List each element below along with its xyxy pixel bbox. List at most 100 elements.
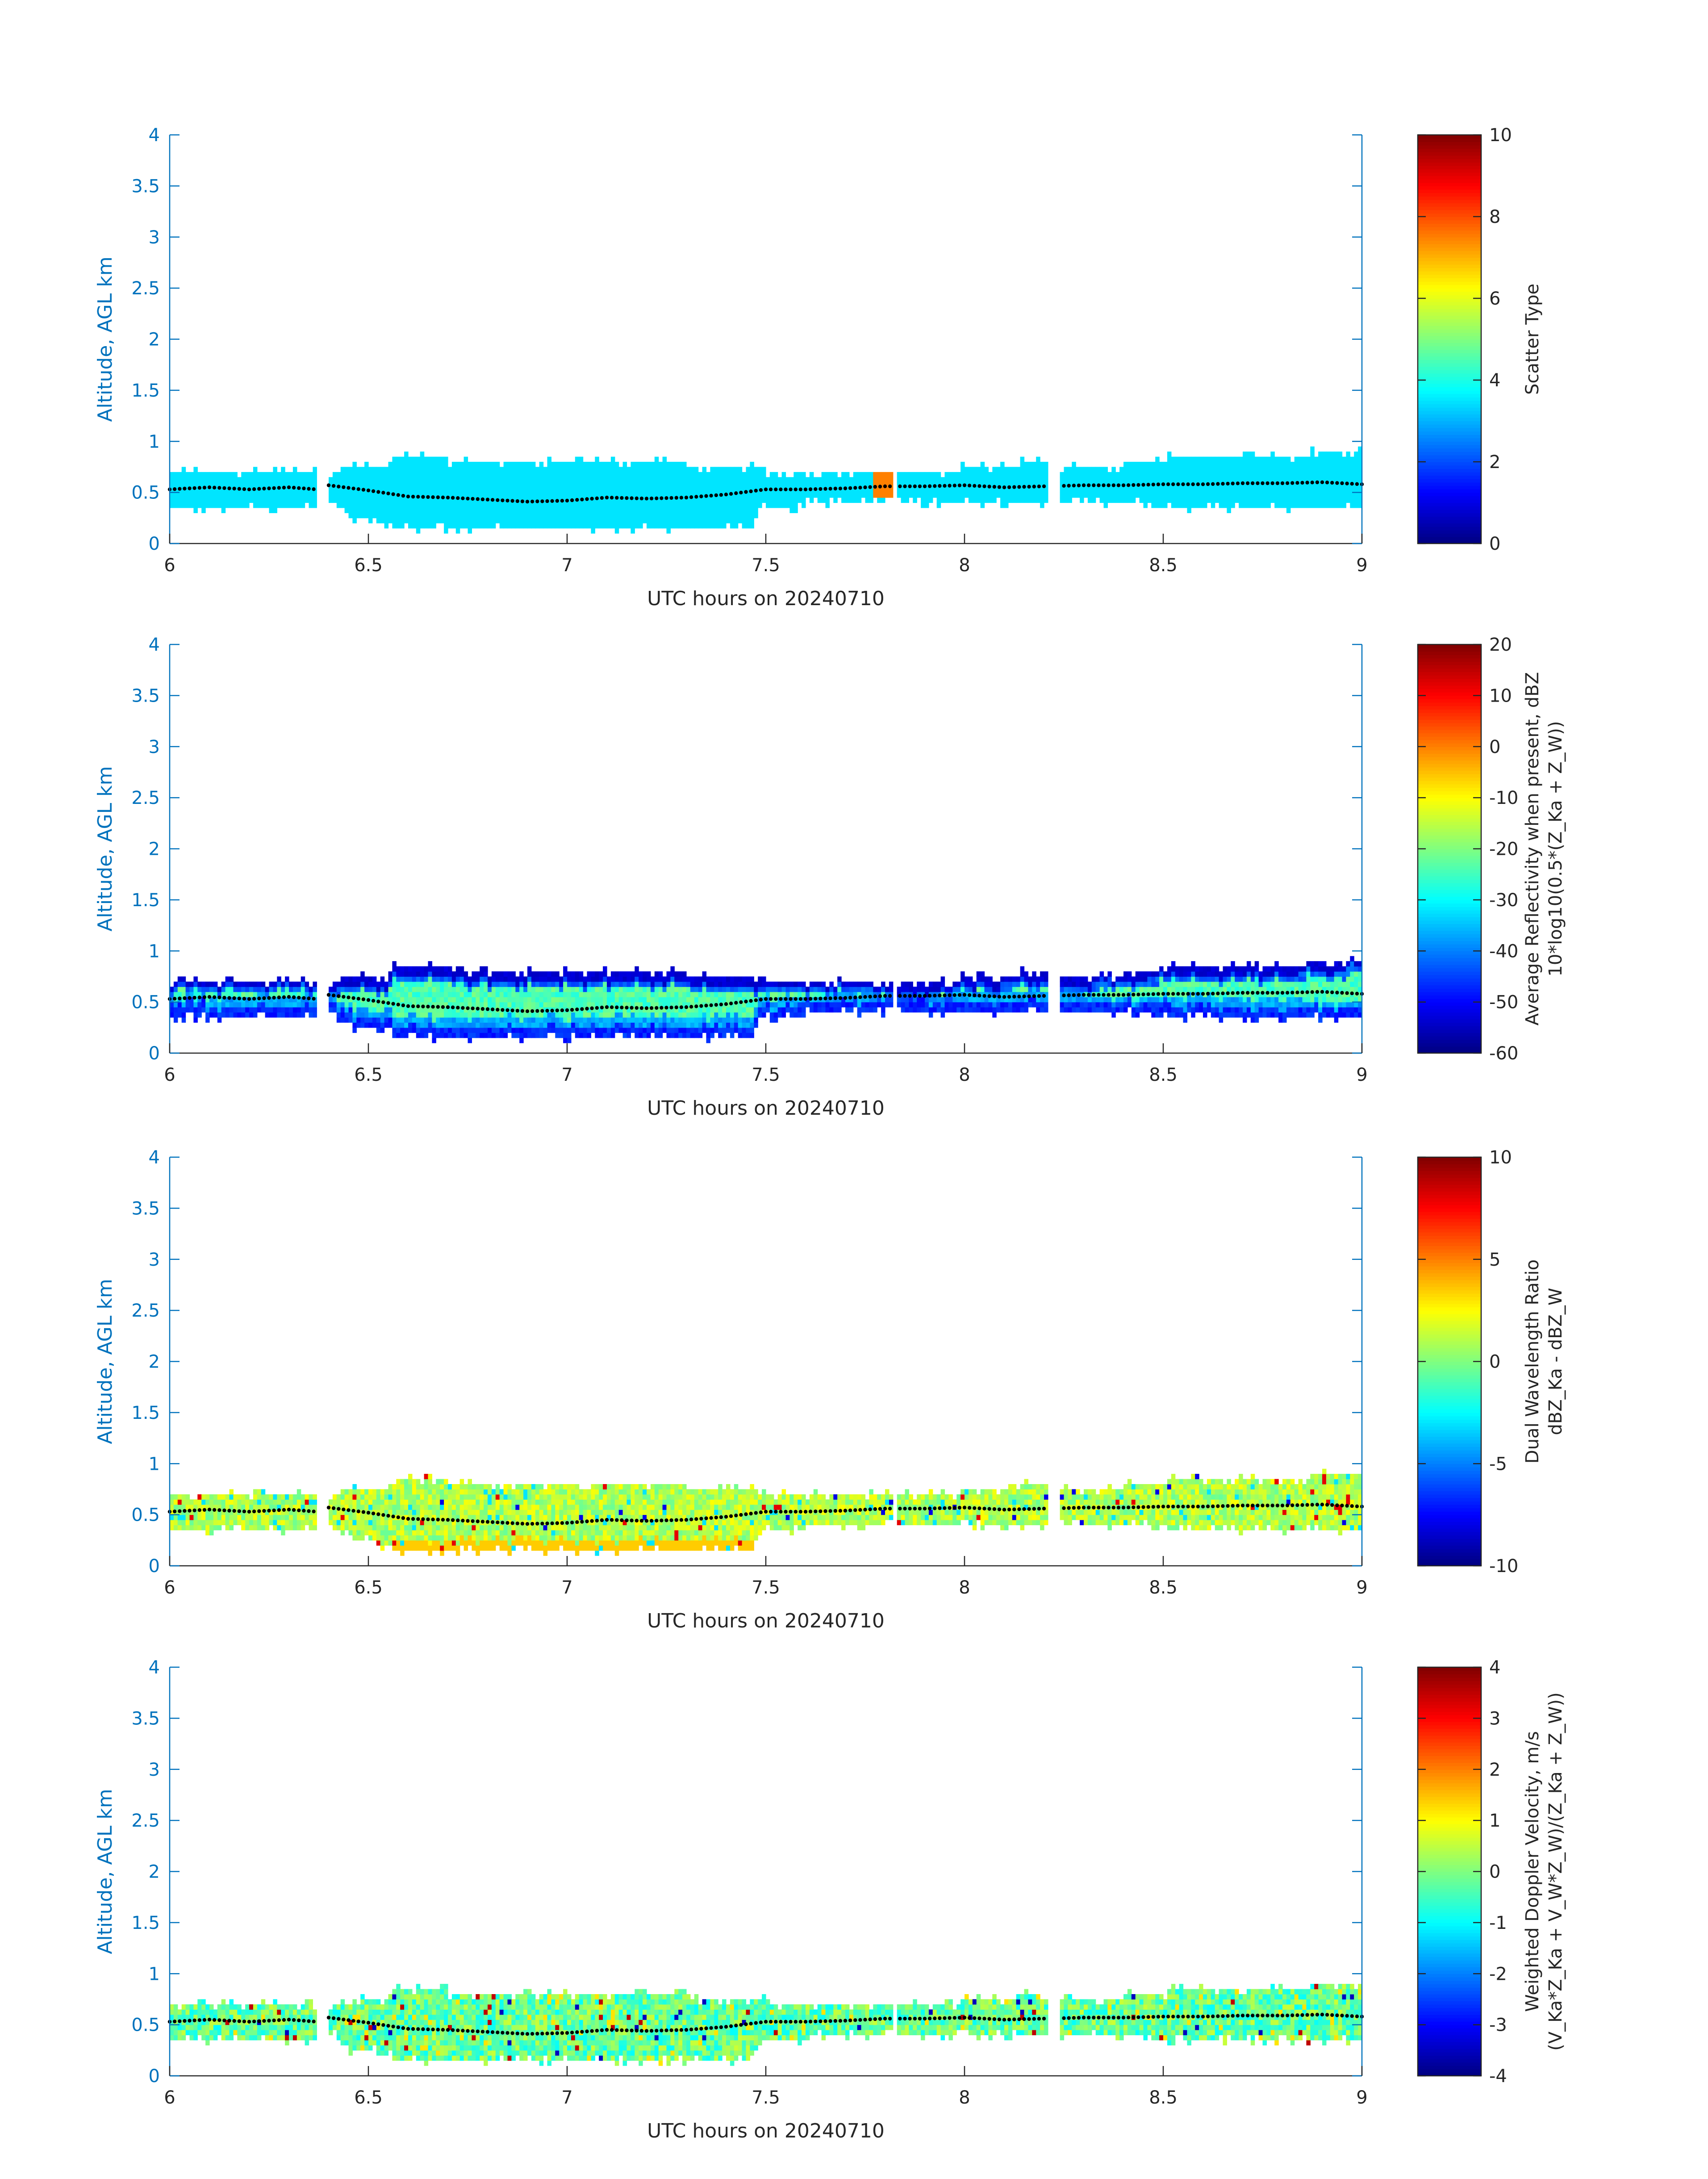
cloud-top-point — [1017, 485, 1021, 489]
heatmap-cell — [1270, 472, 1275, 477]
cloud-top-point — [1256, 481, 1259, 485]
heatmap-cell — [352, 462, 357, 467]
heatmap-cell — [428, 472, 433, 477]
colorbar-segment — [1418, 530, 1481, 534]
heatmap-cell — [527, 523, 532, 528]
heatmap-cell — [615, 467, 619, 472]
heatmap-cell — [205, 1002, 210, 1008]
heatmap-cell — [230, 976, 234, 982]
heatmap-cell — [515, 508, 520, 513]
heatmap-cell — [1084, 477, 1088, 482]
heatmap-cell — [313, 987, 317, 992]
heatmap-cell — [718, 976, 722, 982]
heatmap-cell — [515, 1017, 520, 1023]
heatmap-cell — [603, 513, 607, 518]
heatmap-cell — [519, 523, 524, 528]
cloud-top-point — [1286, 481, 1289, 485]
heatmap-cell — [547, 457, 552, 462]
heatmap-cell — [1255, 487, 1259, 493]
heatmap-cell — [706, 477, 711, 482]
heatmap-cell — [1274, 503, 1279, 508]
heatmap-cell — [789, 1007, 794, 1012]
heatmap-cell — [396, 457, 401, 462]
cloud-top-point — [1206, 482, 1210, 486]
heatmap-cell — [432, 462, 436, 467]
colorbar-segment — [1418, 376, 1481, 380]
heatmap-cell — [472, 987, 476, 992]
heatmap-cell — [806, 987, 810, 992]
heatmap-cell — [273, 508, 277, 513]
cloud-top-point — [819, 487, 822, 491]
heatmap-cell — [424, 997, 429, 1002]
heatmap-cell — [670, 1017, 675, 1023]
heatmap-cell — [416, 457, 421, 462]
heatmap-cell — [420, 513, 425, 518]
heatmap-cell — [404, 482, 409, 488]
heatmap-cell — [277, 982, 281, 987]
heatmap-cell — [1144, 477, 1148, 482]
heatmap-cell — [368, 1002, 373, 1008]
heatmap-cell — [1191, 487, 1195, 493]
heatmap-cell — [686, 518, 691, 523]
heatmap-cell — [647, 976, 651, 982]
heatmap-cell — [508, 976, 512, 982]
heatmap-cell — [301, 498, 305, 503]
heatmap-cell — [535, 971, 540, 977]
heatmap-cell — [492, 1022, 496, 1028]
heatmap-cell — [750, 1002, 754, 1008]
heatmap-cell — [504, 1002, 508, 1008]
heatmap-cell — [178, 992, 182, 997]
heatmap-cell — [941, 487, 945, 493]
heatmap-cell — [587, 1002, 592, 1008]
heatmap-cell — [190, 472, 194, 477]
heatmap-cell — [563, 992, 568, 997]
heatmap-cell — [1119, 493, 1124, 498]
colorbar-segment — [1418, 384, 1481, 387]
colorbar-tick-label: 8 — [1489, 207, 1500, 227]
heatmap-cell — [484, 508, 488, 513]
heatmap-cell — [388, 472, 393, 477]
heatmap-cell — [1255, 503, 1259, 508]
heatmap-cell — [531, 472, 536, 477]
heatmap-cell — [806, 1002, 810, 1008]
heatmap-cell — [659, 1012, 663, 1018]
heatmap-cell — [452, 523, 456, 528]
heatmap-cell — [1163, 472, 1168, 477]
heatmap-cell — [1251, 498, 1255, 503]
heatmap-cell — [563, 462, 568, 467]
heatmap-cell — [360, 1007, 365, 1012]
heatmap-cell — [496, 1012, 500, 1018]
heatmap-cell — [718, 482, 722, 488]
heatmap-cell — [611, 462, 615, 467]
colorbar-segment — [1418, 326, 1481, 329]
heatmap-cell — [209, 1012, 214, 1018]
heatmap-cell — [682, 971, 687, 977]
heatmap-cell — [611, 971, 615, 977]
heatmap-cell — [1020, 498, 1025, 503]
heatmap-cell — [1119, 467, 1124, 472]
colorbar-segment — [1418, 203, 1481, 207]
heatmap-cell — [221, 987, 226, 992]
heatmap-cell — [404, 508, 409, 513]
heatmap-cell — [182, 982, 186, 987]
heatmap-cell — [468, 1012, 472, 1018]
heatmap-cell — [786, 987, 790, 992]
heatmap-cell — [647, 1028, 651, 1033]
cloud-top-point — [913, 485, 917, 488]
heatmap-cell — [1064, 477, 1069, 482]
heatmap-cell — [1278, 498, 1283, 503]
heatmap-cell — [519, 487, 524, 493]
heatmap-cell — [345, 477, 349, 482]
heatmap-cell — [770, 992, 774, 997]
cloud-top-point — [625, 496, 628, 500]
heatmap-cell — [1207, 487, 1211, 493]
heatmap-cell — [452, 513, 456, 518]
heatmap-cell — [448, 1033, 452, 1038]
heatmap-cell — [464, 1012, 468, 1018]
heatmap-cell — [313, 1007, 317, 1012]
heatmap-cell — [718, 992, 722, 997]
heatmap-cell — [527, 513, 532, 518]
heatmap-cell — [845, 1002, 850, 1008]
heatmap-cell — [845, 477, 850, 482]
heatmap-cell — [992, 467, 997, 472]
